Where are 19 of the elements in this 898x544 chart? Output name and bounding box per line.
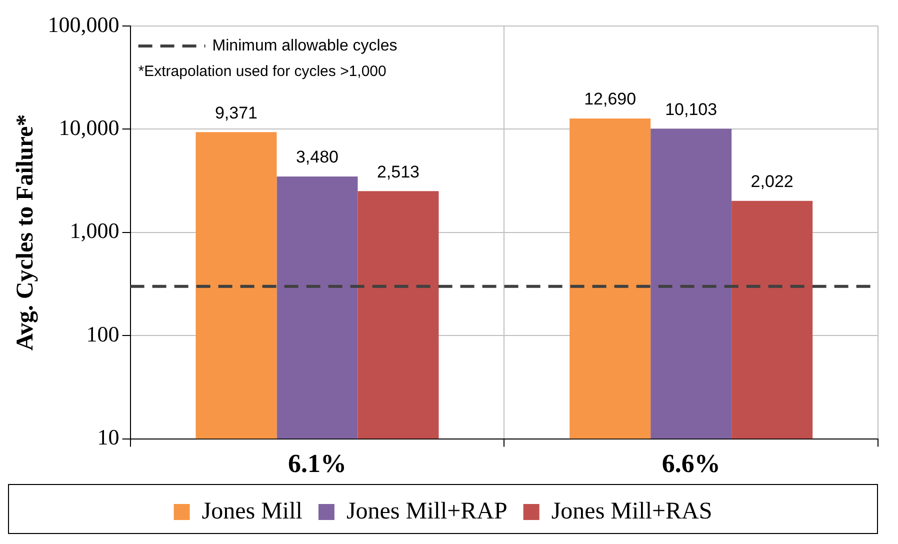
annotation: *Extrapolation used for cycles >1,000 [138,63,386,80]
legend-label: Minimum allowable cycles [212,37,398,54]
text: 12,690 [584,90,636,109]
y-tick-label: 1,000 [70,218,120,244]
legend-label: Jones Mill+RAS [551,498,712,524]
x-tick-label: 6.6% [662,449,720,478]
y-tick-label: 10,000 [58,114,120,140]
y-tick-label: 100,000 [48,12,120,37]
y-tick-label: 100 [86,321,120,346]
legend-label: Jones Mill [202,498,303,524]
text: 2,513 [376,162,420,182]
y-tick-label: 10 [97,424,120,450]
text: 10,103 [665,100,718,119]
text: 3,480 [296,148,338,167]
text: 2,022 [750,172,794,192]
text: 9,371 [214,103,258,122]
x-tick-label: 6.1% [288,449,346,478]
legend-label: Jones Mill+RAP [346,498,508,524]
y-axis-title: Avg. Cycles to Failure* [12,114,39,351]
